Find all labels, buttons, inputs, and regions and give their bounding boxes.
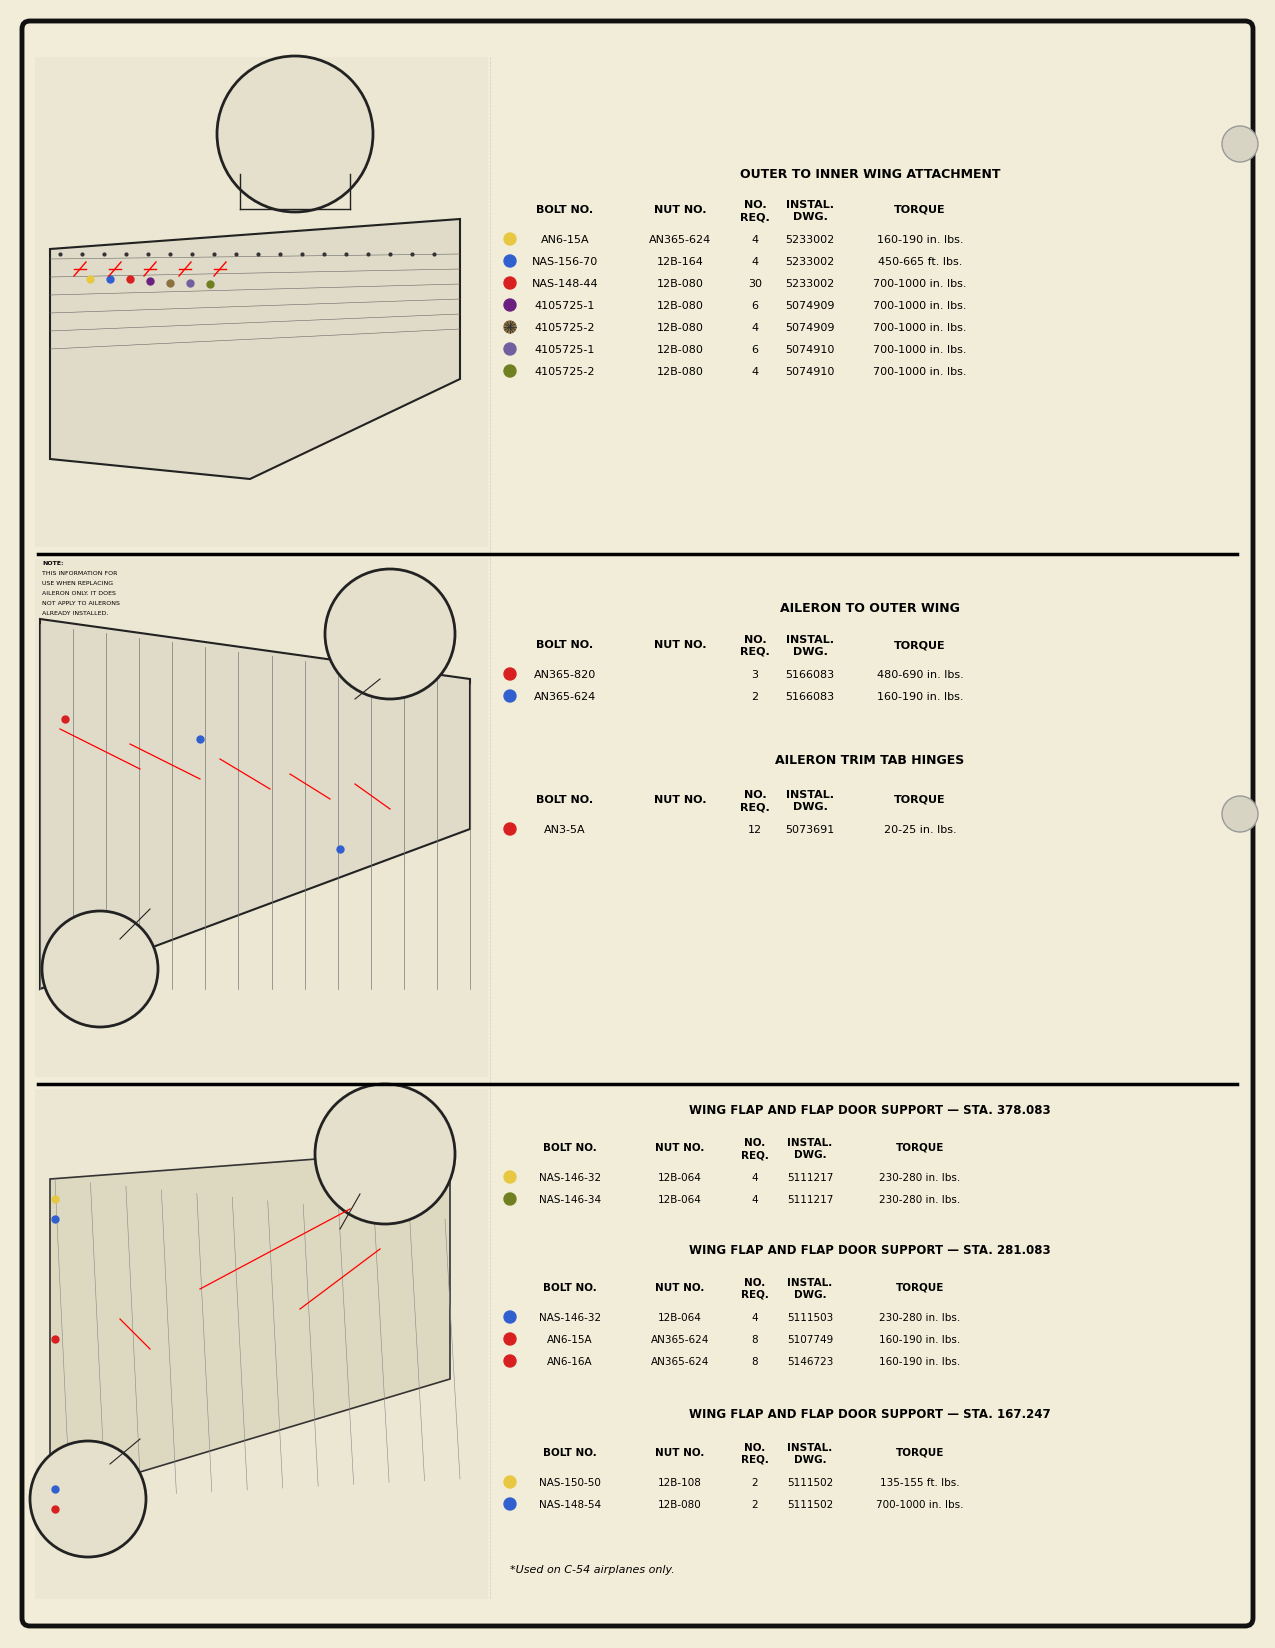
Text: AN365-820: AN365-820 [534,669,597,679]
Text: 5111217: 5111217 [787,1172,833,1182]
Text: 12B-164: 12B-164 [657,257,704,267]
Text: 12B-080: 12B-080 [657,302,704,311]
Text: THIS INFORMATION FOR: THIS INFORMATION FOR [42,570,117,575]
Text: 12: 12 [748,824,762,834]
Text: 230-280 in. lbs.: 230-280 in. lbs. [880,1195,960,1205]
Text: NAS-146-34: NAS-146-34 [539,1195,601,1205]
Text: 4: 4 [751,236,759,246]
Circle shape [504,1172,516,1183]
Text: NO.: NO. [745,1442,765,1452]
Text: NOT APPLY TO AILERONS: NOT APPLY TO AILERONS [42,600,120,605]
Text: 6: 6 [751,344,759,354]
Text: 4: 4 [751,257,759,267]
Circle shape [504,300,516,311]
Text: NAS-146-32: NAS-146-32 [539,1312,601,1322]
Text: 5074909: 5074909 [785,323,835,333]
Text: BOLT NO.: BOLT NO. [537,639,594,649]
Text: 230-280 in. lbs.: 230-280 in. lbs. [880,1312,960,1322]
Circle shape [504,321,516,335]
Text: 5233002: 5233002 [785,279,835,288]
Text: 12B-080: 12B-080 [657,368,704,377]
Text: 700-1000 in. lbs.: 700-1000 in. lbs. [873,279,966,288]
Text: 4: 4 [752,1172,759,1182]
Text: NUT NO.: NUT NO. [654,794,706,804]
Text: AN6-16A: AN6-16A [547,1356,593,1366]
Text: 5107749: 5107749 [787,1335,833,1345]
Text: 230-280 in. lbs.: 230-280 in. lbs. [880,1172,960,1182]
Text: BOLT NO.: BOLT NO. [543,1447,597,1457]
Text: NAS-156-70: NAS-156-70 [532,257,598,267]
Text: NO.: NO. [745,1137,765,1147]
Polygon shape [50,1149,450,1500]
Text: 160-190 in. lbs.: 160-190 in. lbs. [880,1356,960,1366]
Text: 4: 4 [751,323,759,333]
Text: AN365-624: AN365-624 [534,692,597,702]
Text: NUT NO.: NUT NO. [654,639,706,649]
Text: 5166083: 5166083 [785,669,835,679]
Text: INSTAL.: INSTAL. [788,1137,833,1147]
Bar [34,58,488,547]
Text: 700-1000 in. lbs.: 700-1000 in. lbs. [873,344,966,354]
Text: DWG.: DWG. [793,646,827,656]
Text: REQ.: REQ. [741,1149,769,1159]
Text: TORQUE: TORQUE [894,204,946,214]
Text: OUTER TO INNER WING ATTACHMENT: OUTER TO INNER WING ATTACHMENT [740,168,1001,181]
Text: 160-190 in. lbs.: 160-190 in. lbs. [880,1335,960,1345]
Text: TORQUE: TORQUE [894,639,946,649]
Text: REQ.: REQ. [741,1454,769,1463]
Text: TORQUE: TORQUE [896,1447,945,1457]
Text: DWG.: DWG. [793,213,827,222]
Circle shape [504,344,516,356]
Bar [34,560,488,1078]
Text: AN6-15A: AN6-15A [547,1335,593,1345]
Text: 12B-108: 12B-108 [658,1477,703,1486]
Text: AILERON TO OUTER WING: AILERON TO OUTER WING [780,602,960,615]
Text: 4105725-2: 4105725-2 [534,323,595,333]
Circle shape [504,1333,516,1345]
Text: AN6-15A: AN6-15A [541,236,589,246]
Text: 4105725-1: 4105725-1 [534,302,595,311]
Circle shape [504,669,516,681]
Text: WING FLAP AND FLAP DOOR SUPPORT — STA. 167.247: WING FLAP AND FLAP DOOR SUPPORT — STA. 1… [690,1407,1051,1421]
Text: 2: 2 [751,692,759,702]
Text: INSTAL.: INSTAL. [785,634,834,644]
Text: 2: 2 [752,1477,759,1486]
Text: NUT NO.: NUT NO. [654,204,706,214]
Circle shape [504,1498,516,1510]
Text: 30: 30 [748,279,762,288]
Text: 160-190 in. lbs.: 160-190 in. lbs. [877,236,963,246]
Text: 450-665 ft. lbs.: 450-665 ft. lbs. [877,257,963,267]
Text: 5074910: 5074910 [785,344,835,354]
Text: WING FLAP AND FLAP DOOR SUPPORT — STA. 281.083: WING FLAP AND FLAP DOOR SUPPORT — STA. 2… [690,1243,1051,1256]
Text: 5233002: 5233002 [785,236,835,246]
Text: TORQUE: TORQUE [896,1282,945,1292]
Circle shape [42,911,158,1027]
Text: BOLT NO.: BOLT NO. [537,794,594,804]
Text: 20-25 in. lbs.: 20-25 in. lbs. [884,824,956,834]
Text: NUT NO.: NUT NO. [655,1282,705,1292]
Circle shape [504,1312,516,1323]
Text: NAS-146-32: NAS-146-32 [539,1172,601,1182]
Text: DWG.: DWG. [793,1289,826,1299]
Circle shape [504,824,516,836]
Text: 12B-064: 12B-064 [658,1172,703,1182]
Text: 480-690 in. lbs.: 480-690 in. lbs. [877,669,964,679]
Circle shape [504,691,516,702]
Text: TORQUE: TORQUE [896,1142,945,1152]
Text: 4105725-1: 4105725-1 [534,344,595,354]
Circle shape [504,234,516,246]
Circle shape [217,58,374,213]
Text: DWG.: DWG. [793,801,827,811]
Circle shape [315,1084,455,1224]
Text: NAS-148-54: NAS-148-54 [539,1500,601,1510]
Text: 4105725-2: 4105725-2 [534,368,595,377]
Circle shape [31,1440,147,1557]
Text: NO.: NO. [743,789,766,799]
Text: 12B-064: 12B-064 [658,1312,703,1322]
Text: BOLT NO.: BOLT NO. [543,1142,597,1152]
Text: AN3-5A: AN3-5A [544,824,585,834]
Text: 6: 6 [751,302,759,311]
Text: 4: 4 [752,1312,759,1322]
Text: 5111503: 5111503 [787,1312,833,1322]
